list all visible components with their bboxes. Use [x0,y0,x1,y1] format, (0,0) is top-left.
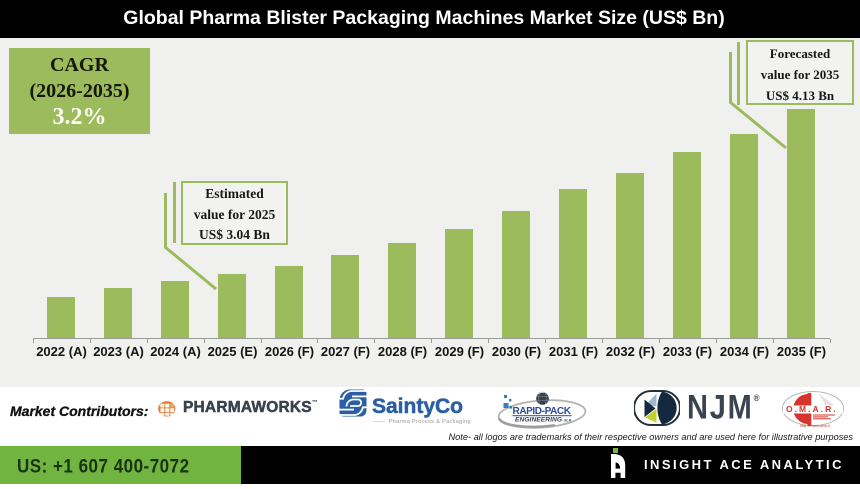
svg-text:O.M.A.R.: O.M.A.R. [786,404,836,414]
svg-text:Italy — www.omar.it: Italy — www.omar.it [800,424,830,428]
svg-text:ENGINEERING: ENGINEERING [515,417,562,424]
svg-text:SLR: SLR [564,418,572,422]
svg-text:RAPID-PACK: RAPID-PACK [513,406,572,417]
